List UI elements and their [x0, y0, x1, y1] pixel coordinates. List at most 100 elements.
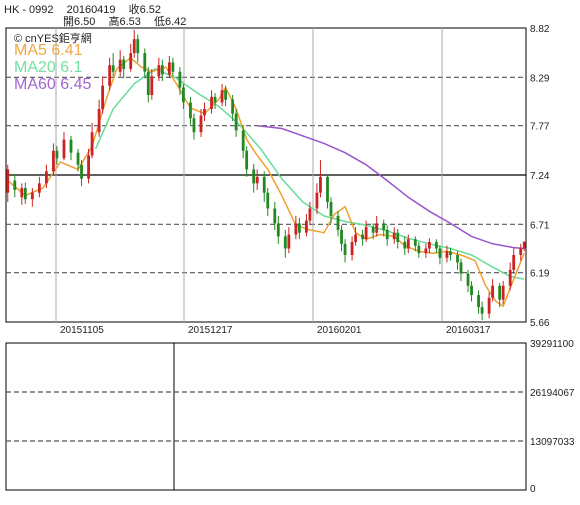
candle-body: [459, 262, 463, 274]
date-label: 20160419: [66, 4, 116, 16]
candle-body: [13, 180, 17, 190]
header-row-1: HK - 0992 20160419 收6.52: [4, 1, 161, 17]
candle-body: [336, 215, 340, 230]
candle-body: [519, 248, 523, 256]
candle-body: [80, 164, 83, 179]
price-y-tick-label: 5.66: [530, 318, 550, 329]
price-y-tick-label: 8.29: [530, 73, 550, 84]
candle-body: [90, 132, 94, 156]
candle-body: [143, 53, 147, 72]
candle-body: [231, 99, 235, 114]
price-grid: [6, 28, 526, 322]
candle-body: [52, 150, 55, 172]
candle-body: [252, 169, 256, 184]
candle-body: [178, 71, 182, 88]
candle-body: [371, 227, 375, 233]
candle-body: [55, 150, 59, 159]
candle-body: [23, 188, 27, 200]
candle-body: [396, 232, 400, 242]
close-label: 收6.52: [128, 4, 162, 16]
candle-body: [424, 248, 428, 254]
candle-body: [354, 234, 357, 242]
candle-body: [283, 236, 287, 249]
candle-body: [101, 85, 105, 109]
x-tick-label: 20151217: [188, 325, 233, 336]
candle-body: [438, 248, 442, 258]
candle-body: [157, 65, 161, 77]
candle-body: [361, 234, 365, 240]
candle-body: [297, 223, 301, 233]
x-tick-label: 20160317: [446, 325, 491, 336]
candle-body: [445, 251, 449, 258]
candle-body: [167, 62, 171, 75]
candle-body: [30, 192, 34, 200]
candle-body: [189, 102, 192, 119]
candle-body: [403, 241, 407, 249]
candle-body: [146, 71, 150, 95]
candle-body: [508, 269, 512, 286]
candle-body: [470, 285, 473, 296]
candle-body: [132, 39, 136, 54]
candle-body: [192, 118, 196, 133]
candle-body: [477, 295, 480, 308]
candle-body: [501, 285, 505, 300]
volume-panel-border: [5, 342, 527, 491]
header-row-2: 開6.50 高6.53 低6.42: [63, 13, 186, 29]
candle-body: [413, 239, 417, 246]
legend-ma20: MA20 6.1: [14, 59, 83, 76]
candle-body: [213, 96, 217, 103]
price-y-tick-label: 7.24: [530, 171, 550, 182]
candle-body: [375, 223, 379, 233]
candle-body: [466, 273, 470, 286]
price-y-axis: 8.82 8.29 7.77 7.24 6.71 6.19 5.66: [530, 24, 550, 329]
candle-body: [512, 255, 516, 270]
candle-body: [326, 176, 329, 202]
candle-body: [87, 155, 90, 179]
candle-body: [491, 285, 495, 298]
volume-panel: [5, 342, 527, 491]
volume-y-axis: 39291100 26194067 13097033 0: [530, 339, 575, 495]
candle-body: [427, 241, 431, 249]
price-y-tick-label: 6.19: [530, 269, 550, 280]
price-y-tick-label: 8.82: [530, 24, 550, 35]
watermark: © cnYES鉅亨網: [14, 33, 92, 45]
candle-body: [37, 183, 41, 193]
candle-body: [111, 65, 115, 72]
volume-y-tick-label: 13097033: [530, 437, 575, 448]
candle-body: [210, 96, 213, 109]
candle-body: [203, 108, 206, 116]
candle-body: [255, 176, 259, 184]
candle-body: [118, 59, 122, 72]
candle-body: [406, 239, 410, 249]
candle-body: [487, 297, 491, 314]
candle-body: [160, 65, 164, 75]
price-x-axis: 20151105 20151217 20160201 20160317: [60, 325, 491, 336]
volume-y-tick-label: 26194067: [530, 388, 575, 399]
candle-body: [122, 59, 126, 69]
candle-body: [435, 241, 438, 249]
candle-body: [294, 223, 298, 235]
candle-body: [319, 176, 322, 193]
volume-y-tick-label: 39291100: [530, 339, 574, 350]
candle-body: [171, 62, 175, 72]
ma20-line: [94, 68, 525, 280]
low-label: 低6.42: [153, 16, 187, 28]
legend-ma60: MA60 6.45: [14, 76, 92, 93]
candle-body: [273, 208, 277, 224]
price-y-tick-label: 6.71: [530, 220, 550, 231]
candle-body: [224, 90, 227, 100]
candle-body: [266, 192, 270, 209]
candle-body: [364, 227, 368, 240]
candle-body: [417, 245, 421, 254]
candle-body: [498, 285, 502, 300]
candle-body: [449, 251, 452, 256]
candle-body: [329, 201, 333, 216]
candle-body: [350, 241, 354, 256]
candle-body: [108, 65, 112, 86]
candle-body: [340, 229, 343, 244]
candle-body: [522, 241, 526, 249]
candle-body: [69, 139, 73, 153]
candle-body: [220, 90, 224, 103]
